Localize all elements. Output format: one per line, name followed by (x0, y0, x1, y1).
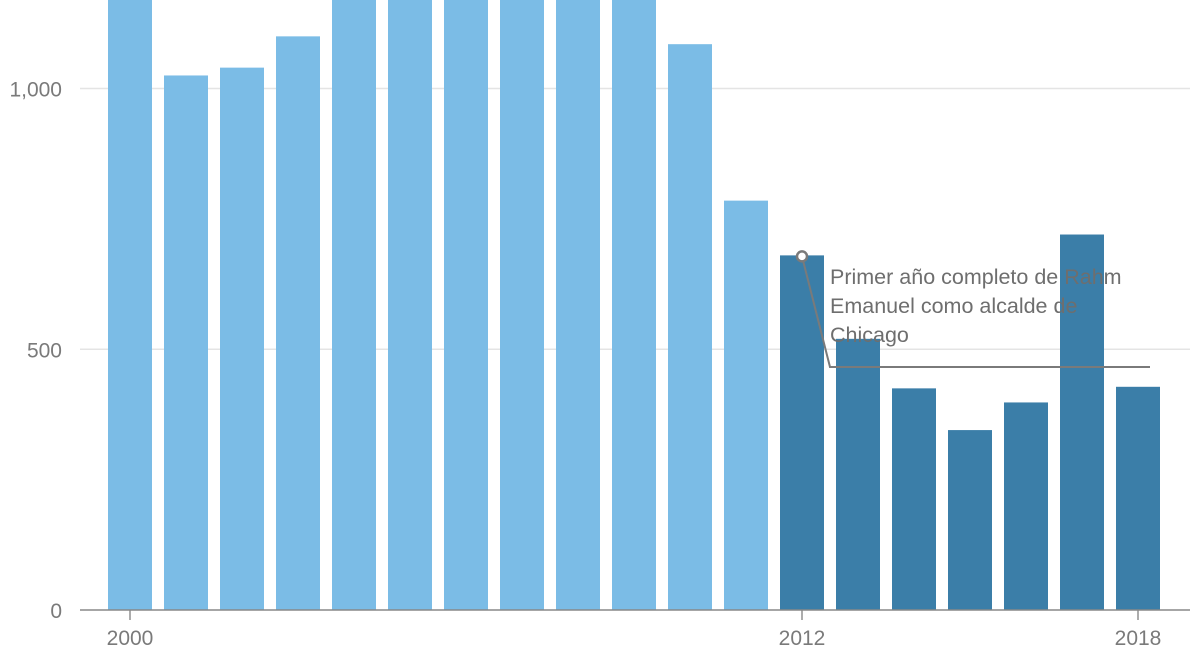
annotation-leader (801, 256, 1150, 368)
bar-2015 (948, 430, 992, 610)
bar-2000 (108, 0, 152, 611)
bar-2005 (388, 0, 432, 611)
bar-2018 (1116, 386, 1160, 610)
bar-2003 (276, 36, 320, 611)
y-tick-label: 1,000 (9, 79, 62, 102)
x-tick-label: 2000 (107, 627, 154, 650)
bar-2004 (332, 0, 376, 610)
annotation-line-2: Emanuel como alcalde de (830, 294, 1077, 318)
bar-2002 (220, 67, 264, 610)
y-tick-label: 0 (50, 600, 62, 623)
x-tick-label: 2018 (1115, 627, 1162, 650)
bar-2009 (612, 0, 656, 610)
bar-2014 (892, 388, 936, 610)
x-tick-label: 2012 (779, 627, 826, 650)
bar-2001 (164, 75, 208, 610)
bar-2007 (500, 0, 544, 610)
y-tick-label: 500 (27, 339, 62, 362)
bar-2013 (836, 338, 880, 610)
bar-2006 (444, 0, 488, 610)
annotation-line-3: Chicago (830, 323, 909, 347)
bar-2010 (668, 44, 712, 611)
bars (108, 0, 1160, 611)
bar-2012 (780, 255, 824, 610)
annotation-marker (795, 250, 809, 263)
bar-2011 (724, 200, 768, 610)
annotation-line-1: Primer año completo de Rahm (830, 265, 1122, 289)
bar-2008 (556, 0, 600, 611)
bar-2016 (1004, 402, 1048, 610)
annotation: Primer año completo de Rahm Emanuel como… (795, 250, 1150, 368)
bar-2017 (1060, 234, 1104, 610)
